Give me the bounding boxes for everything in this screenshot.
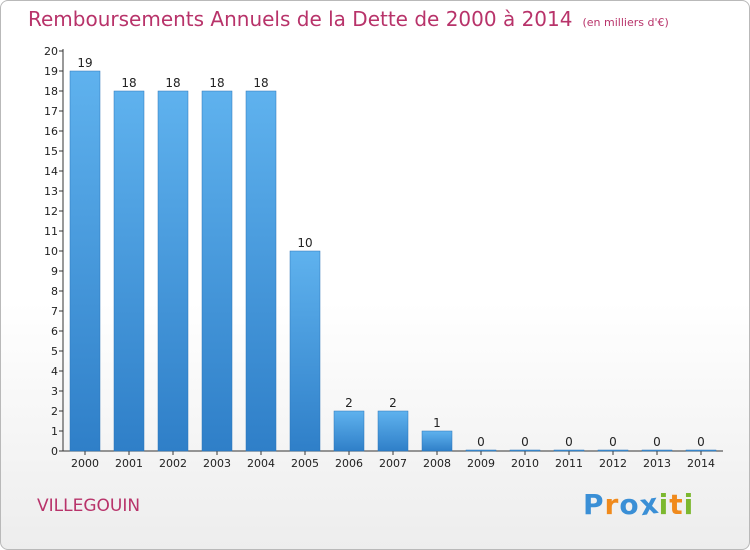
logo-letter: o (619, 488, 640, 521)
y-tick-label: 0 (51, 445, 58, 458)
bar-2006 (333, 410, 365, 452)
logo-letter: i (658, 488, 670, 521)
y-tick-label: 13 (44, 185, 58, 198)
chart-unit-note: (en milliers d'€) (582, 16, 669, 29)
x-tick-label-2002: 2002 (159, 457, 187, 470)
bar-2000 (69, 70, 101, 452)
y-tick-label: 2 (51, 405, 58, 418)
y-tick-label: 15 (44, 145, 58, 158)
chart-title: Remboursements Annuels de la Dette de 20… (28, 7, 669, 31)
value-label-2003: 18 (209, 76, 224, 90)
x-tick-label-2005: 2005 (291, 457, 319, 470)
value-label-2010: 0 (521, 435, 529, 449)
logo-letter: x (637, 486, 661, 523)
bar-2004 (245, 90, 277, 452)
y-tick-label: 16 (44, 125, 58, 138)
commune-name: VILLEGOUIN (37, 496, 141, 516)
y-tick-label: 3 (51, 385, 58, 398)
x-tick-label-2011: 2011 (555, 457, 583, 470)
value-label-2000: 19 (77, 56, 92, 70)
bar-2010 (509, 449, 541, 452)
x-tick-label-2004: 2004 (247, 457, 275, 470)
y-tick-label: 9 (51, 265, 58, 278)
bar-2013 (641, 449, 673, 452)
x-tick-label-2008: 2008 (423, 457, 451, 470)
y-tick-label: 17 (44, 105, 58, 118)
x-tick-label-2012: 2012 (599, 457, 627, 470)
x-tick-label-2001: 2001 (115, 457, 143, 470)
value-label-2012: 0 (609, 435, 617, 449)
x-tick-label-2000: 2000 (71, 457, 99, 470)
chart-bars (69, 70, 717, 452)
chart-title-text: Remboursements Annuels de la Dette de 20… (28, 7, 573, 31)
value-label-2014: 0 (697, 435, 705, 449)
logo-letter: t (669, 488, 684, 521)
y-tick-label: 12 (44, 205, 58, 218)
bar-2003 (201, 90, 233, 452)
y-tick-label: 14 (44, 165, 58, 178)
y-tick-label: 5 (51, 345, 58, 358)
y-tick-label: 19 (44, 65, 58, 78)
logo-letter: i (683, 488, 695, 521)
bar-2007 (377, 410, 409, 452)
x-tick-label-2013: 2013 (643, 457, 671, 470)
bar-2014 (685, 449, 717, 452)
y-tick-label: 10 (44, 245, 58, 258)
x-tick-label-2010: 2010 (511, 457, 539, 470)
x-tick-label-2014: 2014 (687, 457, 715, 470)
x-tick-label-2006: 2006 (335, 457, 363, 470)
value-label-2001: 18 (121, 76, 136, 90)
bar-2008 (421, 430, 453, 452)
x-tick-label-2003: 2003 (203, 457, 231, 470)
y-tick-label: 11 (44, 225, 58, 238)
value-label-2011: 0 (565, 435, 573, 449)
y-tick-label: 7 (51, 305, 58, 318)
bar-2011 (553, 449, 585, 452)
y-tick-label: 1 (51, 425, 58, 438)
logo-letter: P (583, 488, 605, 521)
bar-2001 (113, 90, 145, 452)
value-label-2009: 0 (477, 435, 485, 449)
y-tick-label: 18 (44, 85, 58, 98)
value-label-2005: 10 (297, 236, 312, 250)
y-tick-label: 8 (51, 285, 58, 298)
proxiti-logo: Proxiti (583, 486, 695, 523)
bar-2012 (597, 449, 629, 452)
value-label-2006: 2 (345, 396, 353, 410)
bar-2005 (289, 250, 321, 452)
value-label-2008: 1 (433, 416, 441, 430)
value-label-2004: 18 (253, 76, 268, 90)
y-tick-label: 20 (44, 45, 58, 58)
x-tick-label-2007: 2007 (379, 457, 407, 470)
y-tick-label: 4 (51, 365, 58, 378)
y-tick-label: 6 (51, 325, 58, 338)
value-label-2002: 18 (165, 76, 180, 90)
bar-2002 (157, 90, 189, 452)
logo-letter: r (604, 488, 620, 521)
value-label-2007: 2 (389, 396, 397, 410)
x-tick-label-2009: 2009 (467, 457, 495, 470)
value-label-2013: 0 (653, 435, 661, 449)
bar-2009 (465, 449, 497, 452)
